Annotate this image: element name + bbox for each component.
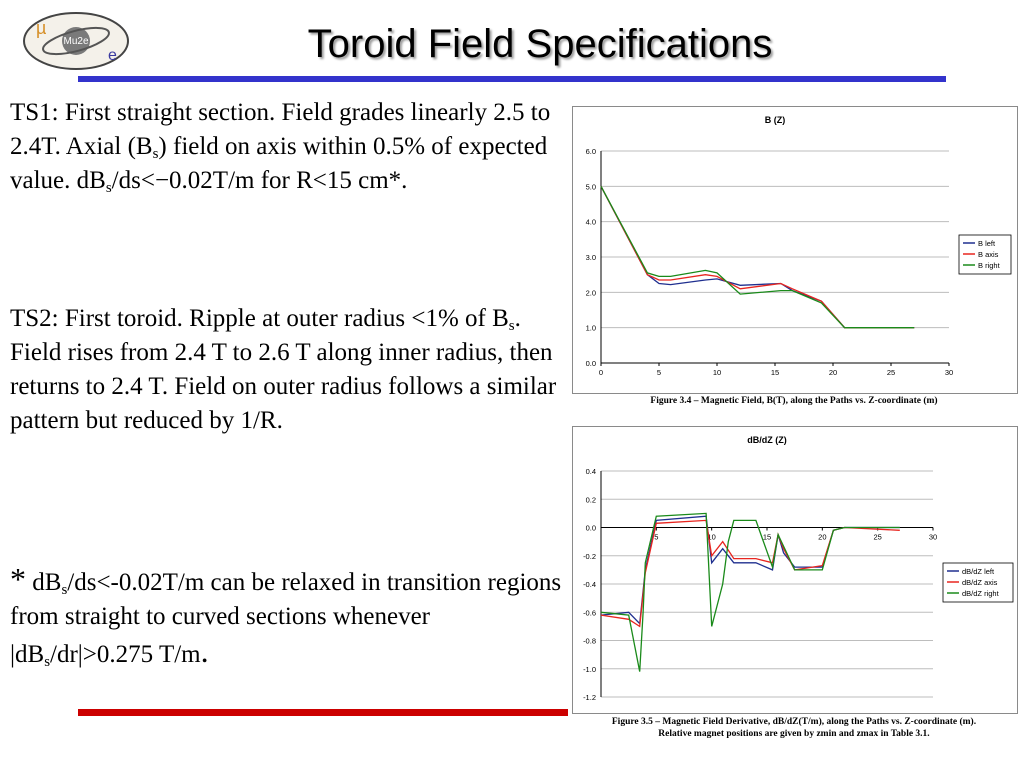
series-line-db-dz-right	[600, 512, 900, 672]
legend-label: dB/dZ left	[962, 567, 995, 576]
figure-3-4-caption: Figure 3.4 – Magnetic Field, B(T), along…	[650, 396, 938, 406]
y-tick-label: -0.6	[583, 608, 596, 617]
series-line-b-axis	[600, 185, 915, 329]
x-tick-label: 30	[945, 368, 953, 377]
b-field-chart-svg: B (Z) 0.0 1.0 2.0 3.0 4.0 5.0 6.0 0 5 10 15 20 25 30 B …	[586, 115, 1012, 377]
db-dz-chart: dB/dZ (Z) 0.4 0.2 0.0 -0.2 -0.4 -0.6 -0.8 -1.0 -1…	[572, 426, 1018, 714]
db-dz-chart-svg: dB/dZ (Z) 0.4 0.2 0.0 -0.2 -0.4 -0.6 -0.8 -1.0 -1…	[583, 435, 1014, 702]
y-tick-label: -0.4	[583, 580, 596, 589]
y-tick-label: 4.0	[586, 218, 596, 227]
ts2-sub-1: s	[508, 318, 515, 334]
y-tick-label: 0.2	[586, 495, 596, 504]
x-tick-label: 20	[829, 368, 837, 377]
y-tick-label: 3.0	[586, 253, 596, 262]
ts1-text-1: TS1: First straight section. Field grade…	[10, 99, 551, 160]
note-text-4: .	[200, 633, 209, 669]
x-tick-label: 20	[818, 533, 826, 542]
footnote-star: *	[10, 561, 26, 597]
footnote-paragraph: * dBs/ds<-0.02T/m can be relaxed in tran…	[10, 562, 570, 672]
y-tick-label: 2.0	[586, 288, 596, 297]
ts1-sub-1: s	[152, 146, 159, 162]
y-tick-label: 0.4	[586, 467, 596, 476]
y-tick-label: -1.2	[583, 693, 596, 702]
y-tick-label: 5.0	[586, 182, 596, 191]
x-tick-label: 5	[657, 368, 661, 377]
x-tick-label: 0	[599, 368, 603, 377]
slide-title: Toroid Field Specifications	[307, 22, 773, 66]
x-tick-label: 25	[887, 368, 895, 377]
logo-e: e	[108, 47, 117, 64]
note-sub-1: s	[61, 582, 68, 598]
ts2-paragraph: TS2: First toroid. Ripple at outer radiu…	[10, 302, 570, 438]
y-tick-label: -0.8	[583, 637, 596, 646]
figure-3-5-caption-line1: Figure 3.5 – Magnetic Field Derivative, …	[611, 717, 977, 727]
x-tick-label: 5	[654, 533, 658, 542]
ts1-text-2: ) field on axis within 0.5% of expected …	[10, 133, 548, 194]
chart-title: B (Z)	[765, 115, 786, 125]
chart-title: dB/dZ (Z)	[747, 435, 787, 445]
y-tick-label: 6.0	[586, 147, 596, 156]
x-tick-label: 25	[873, 533, 881, 542]
figure-3-5-caption-line2: Relative magnet positions are given by z…	[658, 729, 930, 739]
b-field-chart: B (Z) 0.0 1.0 2.0 3.0 4.0 5.0 6.0 0 5 10 15 20 25 30 B …	[572, 106, 1018, 394]
logo-text: Mu2e	[63, 36, 88, 47]
ts1-paragraph: TS1: First straight section. Field grade…	[10, 96, 570, 198]
legend-label: B right	[978, 261, 1001, 270]
x-tick-label: 15	[763, 533, 771, 542]
figure-3-5-caption: Figure 3.5 – Magnetic Field Derivative, …	[572, 716, 1016, 740]
note-text-1: dB	[26, 569, 62, 596]
legend-label: dB/dZ right	[962, 589, 1000, 598]
series-line-db-dz-axis	[600, 519, 900, 628]
bottom-divider	[78, 709, 568, 716]
y-tick-label: 0.0	[586, 524, 596, 533]
y-tick-label: 0.0	[586, 359, 596, 368]
ts2-text-2: . Field rises from 2.4 T to 2.6 T along …	[10, 305, 557, 434]
mu2e-logo: Mu2e µ e	[22, 10, 130, 72]
ts1-sub-2: s	[105, 180, 112, 196]
x-tick-label: 10	[707, 533, 715, 542]
note-text-2: /ds<-0.02T/m can be relaxed in transitio…	[10, 569, 562, 668]
y-tick-label: -0.2	[583, 552, 596, 561]
legend-label: B left	[978, 239, 996, 248]
legend-label: B axis	[978, 250, 999, 259]
series-line-b-right	[600, 185, 915, 329]
x-tick-label: 15	[771, 368, 779, 377]
note-text-3: /dr|>0.275 T/m	[50, 641, 201, 668]
logo-mu: µ	[36, 18, 46, 38]
x-tick-label: 10	[713, 368, 721, 377]
x-tick-label: 30	[929, 533, 937, 542]
title-divider	[78, 76, 946, 82]
legend-label: dB/dZ axis	[962, 578, 998, 587]
note-sub-2: s	[44, 654, 51, 670]
ts2-text-1: TS2: First toroid. Ripple at outer radiu…	[10, 305, 509, 332]
ts1-text-3: /ds<−0.02T/m for R<15 cm*.	[111, 167, 408, 194]
y-tick-label: 1.0	[586, 324, 596, 333]
y-tick-label: -1.0	[583, 665, 596, 674]
